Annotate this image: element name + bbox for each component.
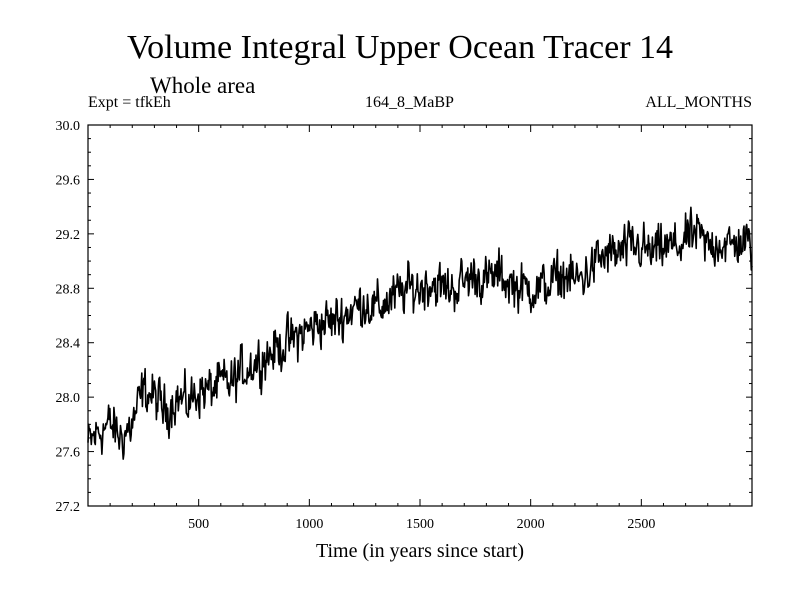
y-tick-label: 28.8	[56, 282, 81, 297]
x-tick-label: 2500	[627, 517, 655, 532]
x-tick-label: 2000	[517, 517, 545, 532]
plot-frame	[87, 124, 753, 507]
y-tick-label: 27.6	[56, 446, 81, 461]
x-tick-label: 1000	[295, 517, 323, 532]
y-tick-label: 28.0	[56, 391, 81, 406]
y-tick-label: 28.4	[56, 337, 81, 352]
chart-subtitle: Whole area	[150, 73, 256, 98]
x-axis-label: Time (in years since start)	[316, 540, 524, 562]
experiment-label: Expt = tfkEh	[88, 94, 171, 111]
months-label: ALL_MONTHS	[645, 94, 752, 111]
y-tick-label: 29.2	[56, 228, 81, 243]
x-tick-label: 500	[188, 517, 209, 532]
y-tick-label: 30.0	[56, 119, 81, 134]
y-tick-label: 29.6	[56, 173, 81, 188]
y-tick-label: 27.2	[56, 500, 81, 515]
axis-ticks: 27.2 27.6 28.0 28.4 28.8 29.2 29.6 30.0 500 1000 1…	[56, 119, 752, 532]
chart-title: Volume Integral Upper Ocean Tracer 14	[126, 29, 674, 66]
series-layer	[87, 206, 753, 460]
series-line	[87, 206, 753, 460]
x-tick-label: 1500	[406, 517, 434, 532]
run-label: 164_8_MaBP	[365, 94, 454, 111]
